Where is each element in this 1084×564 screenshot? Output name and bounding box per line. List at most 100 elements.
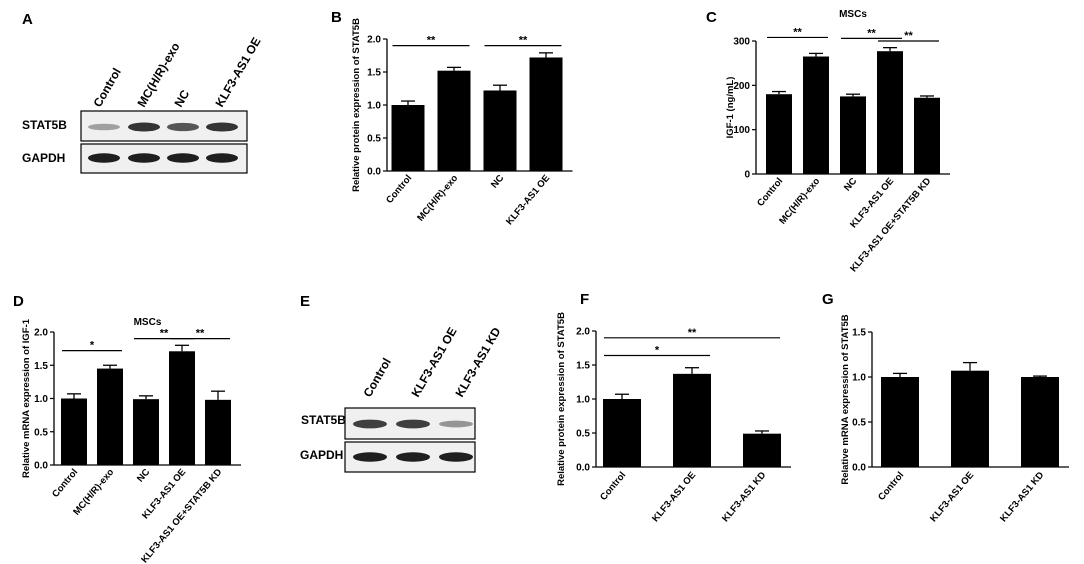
y-tick-label: 0.0 bbox=[367, 167, 381, 178]
y-tick-label: 100 bbox=[733, 125, 750, 136]
blot-a-row-label: STAT5B bbox=[22, 118, 67, 132]
chart-title: MSCs bbox=[134, 317, 162, 328]
blot-e-band-gapdh-1 bbox=[396, 452, 430, 462]
significance-label: ** bbox=[904, 30, 913, 42]
blot-a-band-gapdh-3 bbox=[206, 153, 238, 163]
blot-a-band-stat5b-2 bbox=[167, 122, 199, 132]
blot-e-row-label: STAT5B bbox=[301, 413, 346, 427]
bar-f-0 bbox=[603, 399, 641, 467]
chart-title: MSCs bbox=[839, 9, 867, 20]
y-tick-label: 1.5 bbox=[576, 361, 590, 372]
bar-f-1 bbox=[673, 373, 711, 467]
y-tick-label: 1.0 bbox=[34, 394, 48, 405]
blot-e-lane-label: KLF3-AS1 KD bbox=[452, 325, 503, 400]
y-tick-label: 1.0 bbox=[576, 395, 590, 406]
y-tick-label: 2.0 bbox=[34, 328, 48, 339]
bar-d-0 bbox=[61, 398, 87, 465]
blot-e-lane-label: Control bbox=[360, 356, 393, 400]
y-axis-label: IGF-1 (ng/mL) bbox=[725, 77, 736, 139]
y-tick-label: 300 bbox=[733, 37, 750, 48]
blot-a-band-gapdh-1 bbox=[128, 153, 160, 163]
bar-b-1 bbox=[437, 70, 471, 171]
x-category-label: Control bbox=[384, 173, 414, 206]
chart-f: 0.0 0.5 1.0 1.5 2.0 Relative protein expressi… bbox=[556, 312, 791, 524]
panel-label-c: C bbox=[706, 9, 717, 26]
blot-e-row-label: GAPDH bbox=[300, 448, 343, 462]
significance-label: ** bbox=[160, 328, 169, 340]
blot-a-lane-label: NC bbox=[171, 87, 192, 109]
bar-c-2 bbox=[840, 96, 866, 174]
chart-b: 0.0 0.5 1.0 1.5 2.0 Relative protein expressi… bbox=[351, 18, 573, 227]
bar-g-0 bbox=[881, 377, 919, 467]
x-category-label: KLF3-AS1 KD bbox=[720, 470, 768, 524]
blot-a-lane-label: Control bbox=[90, 66, 123, 110]
blot-e-lane-label: KLF3-AS1 OE bbox=[408, 325, 459, 400]
bar-d-1 bbox=[97, 368, 123, 465]
significance-label: ** bbox=[867, 27, 876, 39]
significance-label: ** bbox=[196, 328, 205, 340]
y-tick-label: 0.5 bbox=[852, 418, 866, 429]
blot-e-band-gapdh-2 bbox=[439, 452, 473, 462]
x-category-label: KLF3-AS1 OE bbox=[650, 470, 698, 524]
x-category-label: Control bbox=[755, 176, 785, 209]
bar-c-4 bbox=[914, 97, 940, 174]
panel-label-d: D bbox=[13, 293, 24, 310]
significance-label: ** bbox=[427, 35, 436, 47]
y-tick-label: 1.0 bbox=[852, 373, 866, 384]
x-category-label: KLF3-AS1 OE bbox=[928, 470, 976, 524]
x-category-label: NC bbox=[489, 173, 506, 191]
bar-d-2 bbox=[133, 399, 159, 465]
y-tick-label: 1.0 bbox=[367, 101, 381, 112]
blot-e-band-stat5b-2 bbox=[439, 420, 473, 428]
x-category-label: KLF3-AS1 OE+STAT5B KD bbox=[848, 176, 933, 274]
x-category-label: Control bbox=[50, 467, 80, 500]
x-category-label: NC bbox=[135, 467, 152, 485]
x-category-label: KLF3-AS1 KD bbox=[998, 470, 1046, 524]
bar-d-3 bbox=[169, 351, 195, 465]
x-category-label: Control bbox=[876, 470, 906, 503]
panel-label-a: A bbox=[22, 11, 33, 28]
y-tick-label: 0.5 bbox=[576, 429, 590, 440]
blot-a-band-stat5b-0 bbox=[88, 123, 120, 131]
significance-label: ** bbox=[519, 35, 528, 47]
western-blot-e: Control KLF3-AS1 OE KLF3-AS1 KD STAT5B G… bbox=[300, 325, 504, 473]
bar-c-3 bbox=[877, 51, 903, 174]
y-axis-label: Relative mRNA expression of STAT5B bbox=[840, 314, 851, 484]
blot-a-band-gapdh-0 bbox=[88, 153, 120, 163]
blot-a-band-stat5b-3 bbox=[206, 122, 238, 132]
y-tick-label: 0.0 bbox=[34, 461, 48, 472]
bar-c-0 bbox=[766, 94, 792, 174]
y-tick-label: 1.5 bbox=[34, 361, 48, 372]
y-axis-label: Relative protein expression of STAT5B bbox=[556, 312, 567, 486]
y-axis-label: Relative mRNA expression of IGF-1 bbox=[21, 318, 32, 478]
y-tick-label: 1.5 bbox=[852, 328, 866, 339]
western-blot-a: Control MC(H/R)-exo NC KLF3-AS1 OE STAT5… bbox=[22, 35, 264, 174]
bar-c-1 bbox=[803, 56, 829, 175]
bar-b-0 bbox=[391, 105, 425, 171]
panel-label-f: F bbox=[580, 291, 589, 308]
bar-d-4 bbox=[205, 399, 231, 465]
y-tick-label: 1.5 bbox=[367, 68, 381, 79]
significance-label: ** bbox=[793, 26, 802, 38]
panel-label-g: G bbox=[822, 291, 834, 308]
bar-g-2 bbox=[1021, 377, 1059, 467]
blot-e-band-stat5b-0 bbox=[353, 419, 387, 429]
bar-f-2 bbox=[743, 433, 781, 467]
y-tick-label: 0 bbox=[744, 170, 750, 181]
y-tick-label: 2.0 bbox=[576, 327, 590, 338]
bar-b-3 bbox=[529, 57, 563, 172]
x-category-label: KLF3-AS1 OE bbox=[504, 173, 552, 227]
significance-label: * bbox=[90, 340, 95, 352]
x-category-label: Control bbox=[598, 470, 628, 503]
x-category-label: NC bbox=[842, 176, 859, 194]
blot-a-band-gapdh-2 bbox=[167, 153, 199, 163]
blot-e-band-gapdh-0 bbox=[353, 452, 387, 462]
blot-a-band-stat5b-1 bbox=[128, 122, 160, 132]
y-tick-label: 200 bbox=[733, 81, 750, 92]
panel-label-e: E bbox=[300, 293, 310, 310]
blot-a-row-label: GAPDH bbox=[22, 151, 65, 165]
panel-label-b: B bbox=[331, 9, 342, 26]
